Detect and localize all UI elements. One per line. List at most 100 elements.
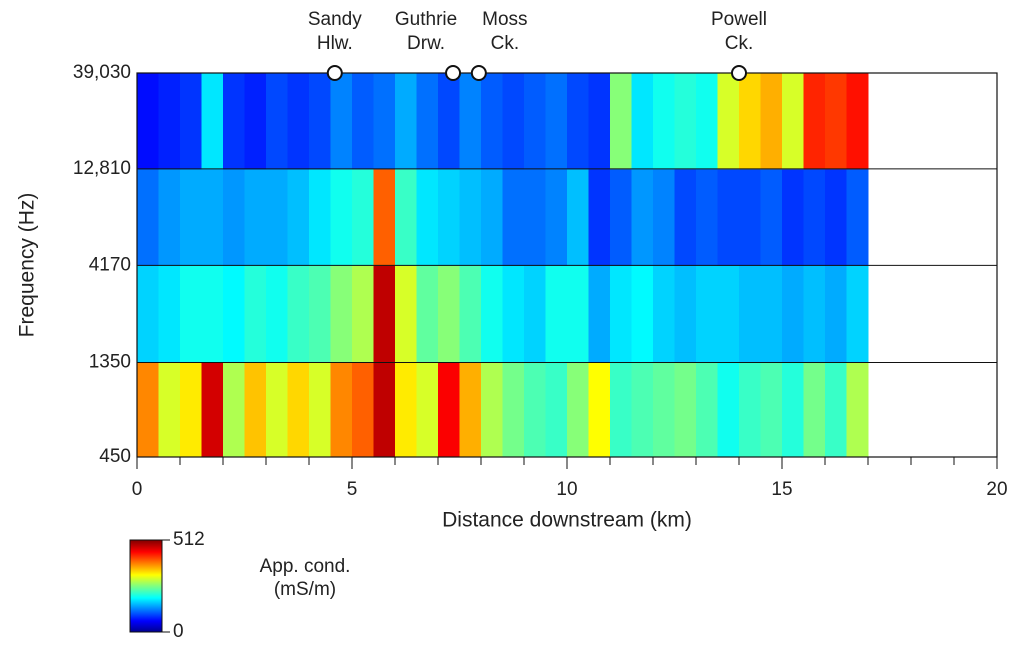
- heat-cell: [309, 168, 331, 266]
- heat-cell: [438, 73, 460, 170]
- heat-cell: [137, 168, 159, 266]
- heat-cell: [502, 168, 525, 266]
- heat-cell: [223, 168, 245, 266]
- heat-cell: [395, 168, 417, 266]
- heat-cell: [739, 265, 761, 363]
- heat-cell: [201, 362, 224, 458]
- heat-cell: [180, 362, 202, 458]
- heat-cell: [782, 265, 804, 363]
- heat-cell: [352, 73, 374, 170]
- heat-cell: [502, 362, 525, 458]
- marker-label: Moss: [482, 9, 527, 30]
- stream-marker: [731, 65, 747, 81]
- y-tick-label: 4170: [89, 254, 131, 275]
- heat-cell: [266, 168, 288, 266]
- heat-cell: [760, 362, 783, 458]
- x-tick-label: 15: [771, 479, 792, 500]
- heat-cell: [481, 73, 503, 170]
- heat-cell: [395, 362, 417, 458]
- heat-cell: [803, 168, 826, 266]
- heat-cell: [782, 362, 804, 458]
- heat-cell: [653, 265, 675, 363]
- heat-cell: [588, 73, 611, 170]
- heat-cell: [330, 168, 353, 266]
- heat-cell: [244, 168, 267, 266]
- heat-cell: [287, 168, 310, 266]
- heat-cell: [287, 73, 310, 170]
- heat-cell: [395, 73, 417, 170]
- heat-cell: [825, 265, 847, 363]
- heat-cell: [782, 73, 804, 170]
- heat-cell: [481, 168, 503, 266]
- x-tick-label: 5: [347, 479, 358, 500]
- colorbar: [129, 539, 163, 633]
- heat-cell: [158, 362, 181, 458]
- heat-cell: [158, 73, 181, 170]
- heat-cell: [502, 73, 525, 170]
- heat-cell: [803, 265, 826, 363]
- heat-cell: [244, 265, 267, 363]
- colorbar-label: (mS/m): [274, 579, 336, 600]
- marker-label: Sandy: [308, 9, 362, 30]
- marker-label: Guthrie: [395, 9, 457, 30]
- heat-cell: [481, 362, 503, 458]
- heat-cell: [825, 362, 847, 458]
- heat-cell: [545, 168, 568, 266]
- heat-cell: [846, 265, 869, 363]
- heat-cell: [373, 168, 396, 266]
- heat-cell: [610, 265, 632, 363]
- heat-cell: [674, 168, 697, 266]
- heat-cell: [846, 168, 869, 266]
- heat-cell: [524, 73, 546, 170]
- heat-cell: [653, 168, 675, 266]
- heat-cell: [438, 168, 460, 266]
- heat-cell: [201, 168, 224, 266]
- heat-cell: [330, 362, 353, 458]
- heat-cell: [545, 362, 568, 458]
- heat-cell: [201, 73, 224, 170]
- heat-cell: [352, 362, 374, 458]
- heat-cell: [459, 362, 482, 458]
- stream-marker: [470, 65, 487, 81]
- heat-cell: [545, 73, 568, 170]
- heat-cell: [760, 168, 783, 266]
- heat-cell: [524, 265, 546, 363]
- heat-cell: [309, 73, 331, 170]
- heat-cell: [416, 265, 439, 363]
- colorbar-tick-label: 0: [173, 621, 184, 642]
- heat-cell: [696, 73, 718, 170]
- heat-cell: [739, 168, 761, 266]
- heat-cell: [567, 265, 589, 363]
- heat-cell: [696, 265, 718, 363]
- heat-cell: [244, 362, 267, 458]
- heat-cell: [782, 168, 804, 266]
- heat-cell: [416, 362, 439, 458]
- colorbar-label: App. cond.: [260, 556, 351, 577]
- heat-cell: [567, 362, 589, 458]
- heat-cell: [545, 265, 568, 363]
- heat-cell: [158, 168, 181, 266]
- heat-cell: [137, 73, 159, 170]
- heat-cell: [352, 168, 374, 266]
- heat-cell: [610, 168, 632, 266]
- heat-cell: [352, 265, 374, 363]
- heat-cell: [438, 362, 460, 458]
- heat-cell: [567, 168, 589, 266]
- heat-cell: [244, 73, 267, 170]
- heat-cell: [373, 73, 396, 170]
- y-tick-label: 39,030: [73, 62, 131, 83]
- heat-cell: [717, 265, 740, 363]
- heat-cell: [760, 265, 783, 363]
- stream-marker: [326, 65, 343, 81]
- heat-cell: [739, 73, 761, 170]
- heat-cell: [223, 73, 245, 170]
- heat-cell: [653, 73, 675, 170]
- heat-cell: [459, 265, 482, 363]
- heat-cell: [696, 168, 718, 266]
- heat-cell: [653, 362, 675, 458]
- y-tick-label: 450: [99, 446, 131, 467]
- heat-cell: [373, 362, 396, 458]
- marker-label: Ck.: [491, 33, 520, 54]
- heat-cell: [309, 265, 331, 363]
